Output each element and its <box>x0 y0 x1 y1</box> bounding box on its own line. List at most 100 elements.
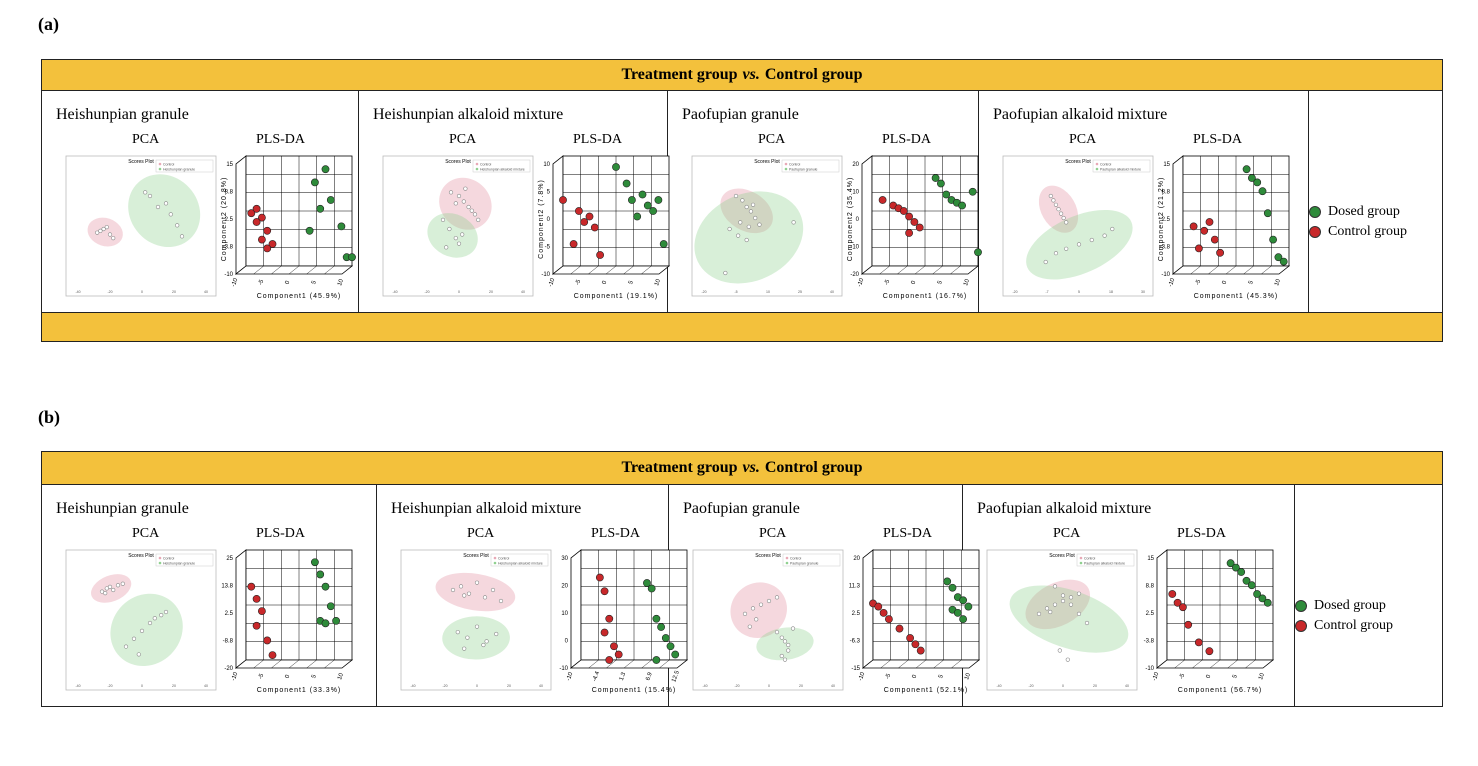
plsda-point <box>633 212 642 221</box>
plsda-point <box>906 634 914 642</box>
plsda-tick-label: 10 <box>543 162 550 168</box>
plsda-point <box>1194 638 1203 647</box>
plsda-point <box>337 222 346 231</box>
plsda-tick-label: 5 <box>311 673 318 679</box>
pca-point <box>159 613 164 618</box>
plsda-grid <box>861 549 981 669</box>
pca-tick-label: -20 <box>701 290 706 294</box>
pca-tick-label: 0 <box>1062 684 1064 688</box>
group-title: Heishunpian granule <box>56 500 189 517</box>
pca-point <box>790 626 796 631</box>
pca-point <box>466 204 471 210</box>
pca-tick-label: 30 <box>1141 290 1145 294</box>
plsda-tick-label: -20 <box>224 666 233 672</box>
pca-point <box>1068 602 1074 607</box>
plsda-point <box>1173 598 1182 607</box>
plsda-tick-label: -10 <box>1168 277 1177 288</box>
plsda-xlabel: Component1 (33.3%) <box>257 687 342 694</box>
pca-point <box>736 233 741 238</box>
plsda-scores-plot: -10 -5 0 5 10 -15 -6.3 2.5 11.3 20 Component1 (52.… <box>849 549 981 694</box>
pca-point <box>456 193 462 199</box>
plsda-point <box>321 582 330 591</box>
pca-tick-label: -40 <box>392 290 397 294</box>
confidence-ellipse <box>730 582 787 638</box>
plsda-point <box>268 651 277 660</box>
plsda-point <box>874 602 883 611</box>
legend-entry: Dosed group <box>1295 598 1393 614</box>
plsda-tick-label: 10 <box>1258 672 1266 681</box>
plsda-tick-label: 15 <box>1147 556 1154 562</box>
pca-title: Scores Plot <box>463 553 489 559</box>
plsda-tick-label: -10 <box>1145 666 1154 672</box>
pca-point <box>163 201 169 206</box>
plsda-tick-label: 10 <box>963 278 971 287</box>
confidence-ellipse <box>1009 585 1129 653</box>
plsda-point <box>1205 647 1214 656</box>
pca-point <box>460 232 465 237</box>
plsda-tick-label: 1.3 <box>619 671 628 682</box>
plsda-tick-label: -5 <box>258 279 266 287</box>
panel-label: (b) <box>38 407 60 427</box>
pca-point <box>1058 211 1064 216</box>
plsda-tick-label: -20 <box>850 272 859 278</box>
plsda-tick-label: 0 <box>856 217 860 223</box>
pca-tick-label: 20 <box>489 290 493 294</box>
pca-point <box>490 587 496 593</box>
pca-tick-label: 40 <box>539 684 543 688</box>
pca-point <box>744 237 749 243</box>
plsda-tick-label: -4.4 <box>592 670 601 682</box>
pca-point <box>723 270 728 276</box>
pca-point <box>1056 207 1061 212</box>
plsda-point <box>1258 594 1267 603</box>
plsda-point <box>899 207 908 215</box>
legend-dot-icon <box>1295 620 1307 632</box>
plsda-grid <box>1171 155 1291 275</box>
plsda-point <box>916 646 925 655</box>
pca-tick-label: 40 <box>1125 684 1129 688</box>
plsda-point <box>326 196 335 204</box>
pca-point <box>104 586 109 591</box>
pca-label: PCA <box>1069 132 1097 147</box>
pca-tick-label: -40 <box>996 684 1001 688</box>
group-title: Paofupian alkaloid mixture <box>977 500 1152 517</box>
pca-point <box>782 657 788 662</box>
pca-point <box>152 616 157 621</box>
pca-point <box>455 630 460 635</box>
pca-point <box>1084 620 1090 626</box>
panel-frame: Treatment group vs. Control group Heishunpi… <box>41 451 1443 707</box>
pca-tick-label: 0 <box>476 684 478 688</box>
pca-point <box>1052 602 1058 607</box>
pca-tick-label: -20 <box>1028 684 1033 688</box>
plsda-point <box>252 621 261 630</box>
pca-point <box>1061 215 1066 221</box>
plsda-point <box>1237 568 1246 576</box>
pca-point <box>147 620 153 626</box>
plsda-label: PLS-DA <box>591 526 641 541</box>
pca-point <box>1064 246 1069 251</box>
group-cell: Paofupian granule PCA PLS-DA Scores Plot Con… <box>669 484 981 706</box>
plsda-point <box>263 226 272 235</box>
group-cell: Paofupian granule PCA PLS-DA Scores Plot Con… <box>668 90 982 312</box>
pca-tick-label: -40 <box>75 290 80 294</box>
pca-point <box>447 226 452 232</box>
plsda-tick-label: -5 <box>885 673 893 681</box>
pca-point <box>131 636 137 641</box>
plsda-tick-label: 0 <box>602 279 609 285</box>
pca-tick-label: 0 <box>141 290 143 294</box>
plsda-tick-label: -5 <box>884 279 892 287</box>
pca-point <box>462 593 467 598</box>
pca-label: PCA <box>467 526 495 541</box>
plsda-tick-label: 8.8 <box>225 190 234 196</box>
pca-legend-entry: Paofupian granule <box>790 562 818 566</box>
legend-entry: Dosed group <box>1309 204 1407 220</box>
plsda-point <box>942 190 951 199</box>
pca-point <box>139 628 145 633</box>
confidence-ellipse <box>435 572 516 612</box>
pca-legend-entry: Control <box>163 163 175 167</box>
header-vs: vs. <box>742 66 760 83</box>
plsda-label: PLS-DA <box>1177 526 1227 541</box>
plsda-point <box>596 251 604 259</box>
plsda-tick-label: 0 <box>285 673 292 679</box>
